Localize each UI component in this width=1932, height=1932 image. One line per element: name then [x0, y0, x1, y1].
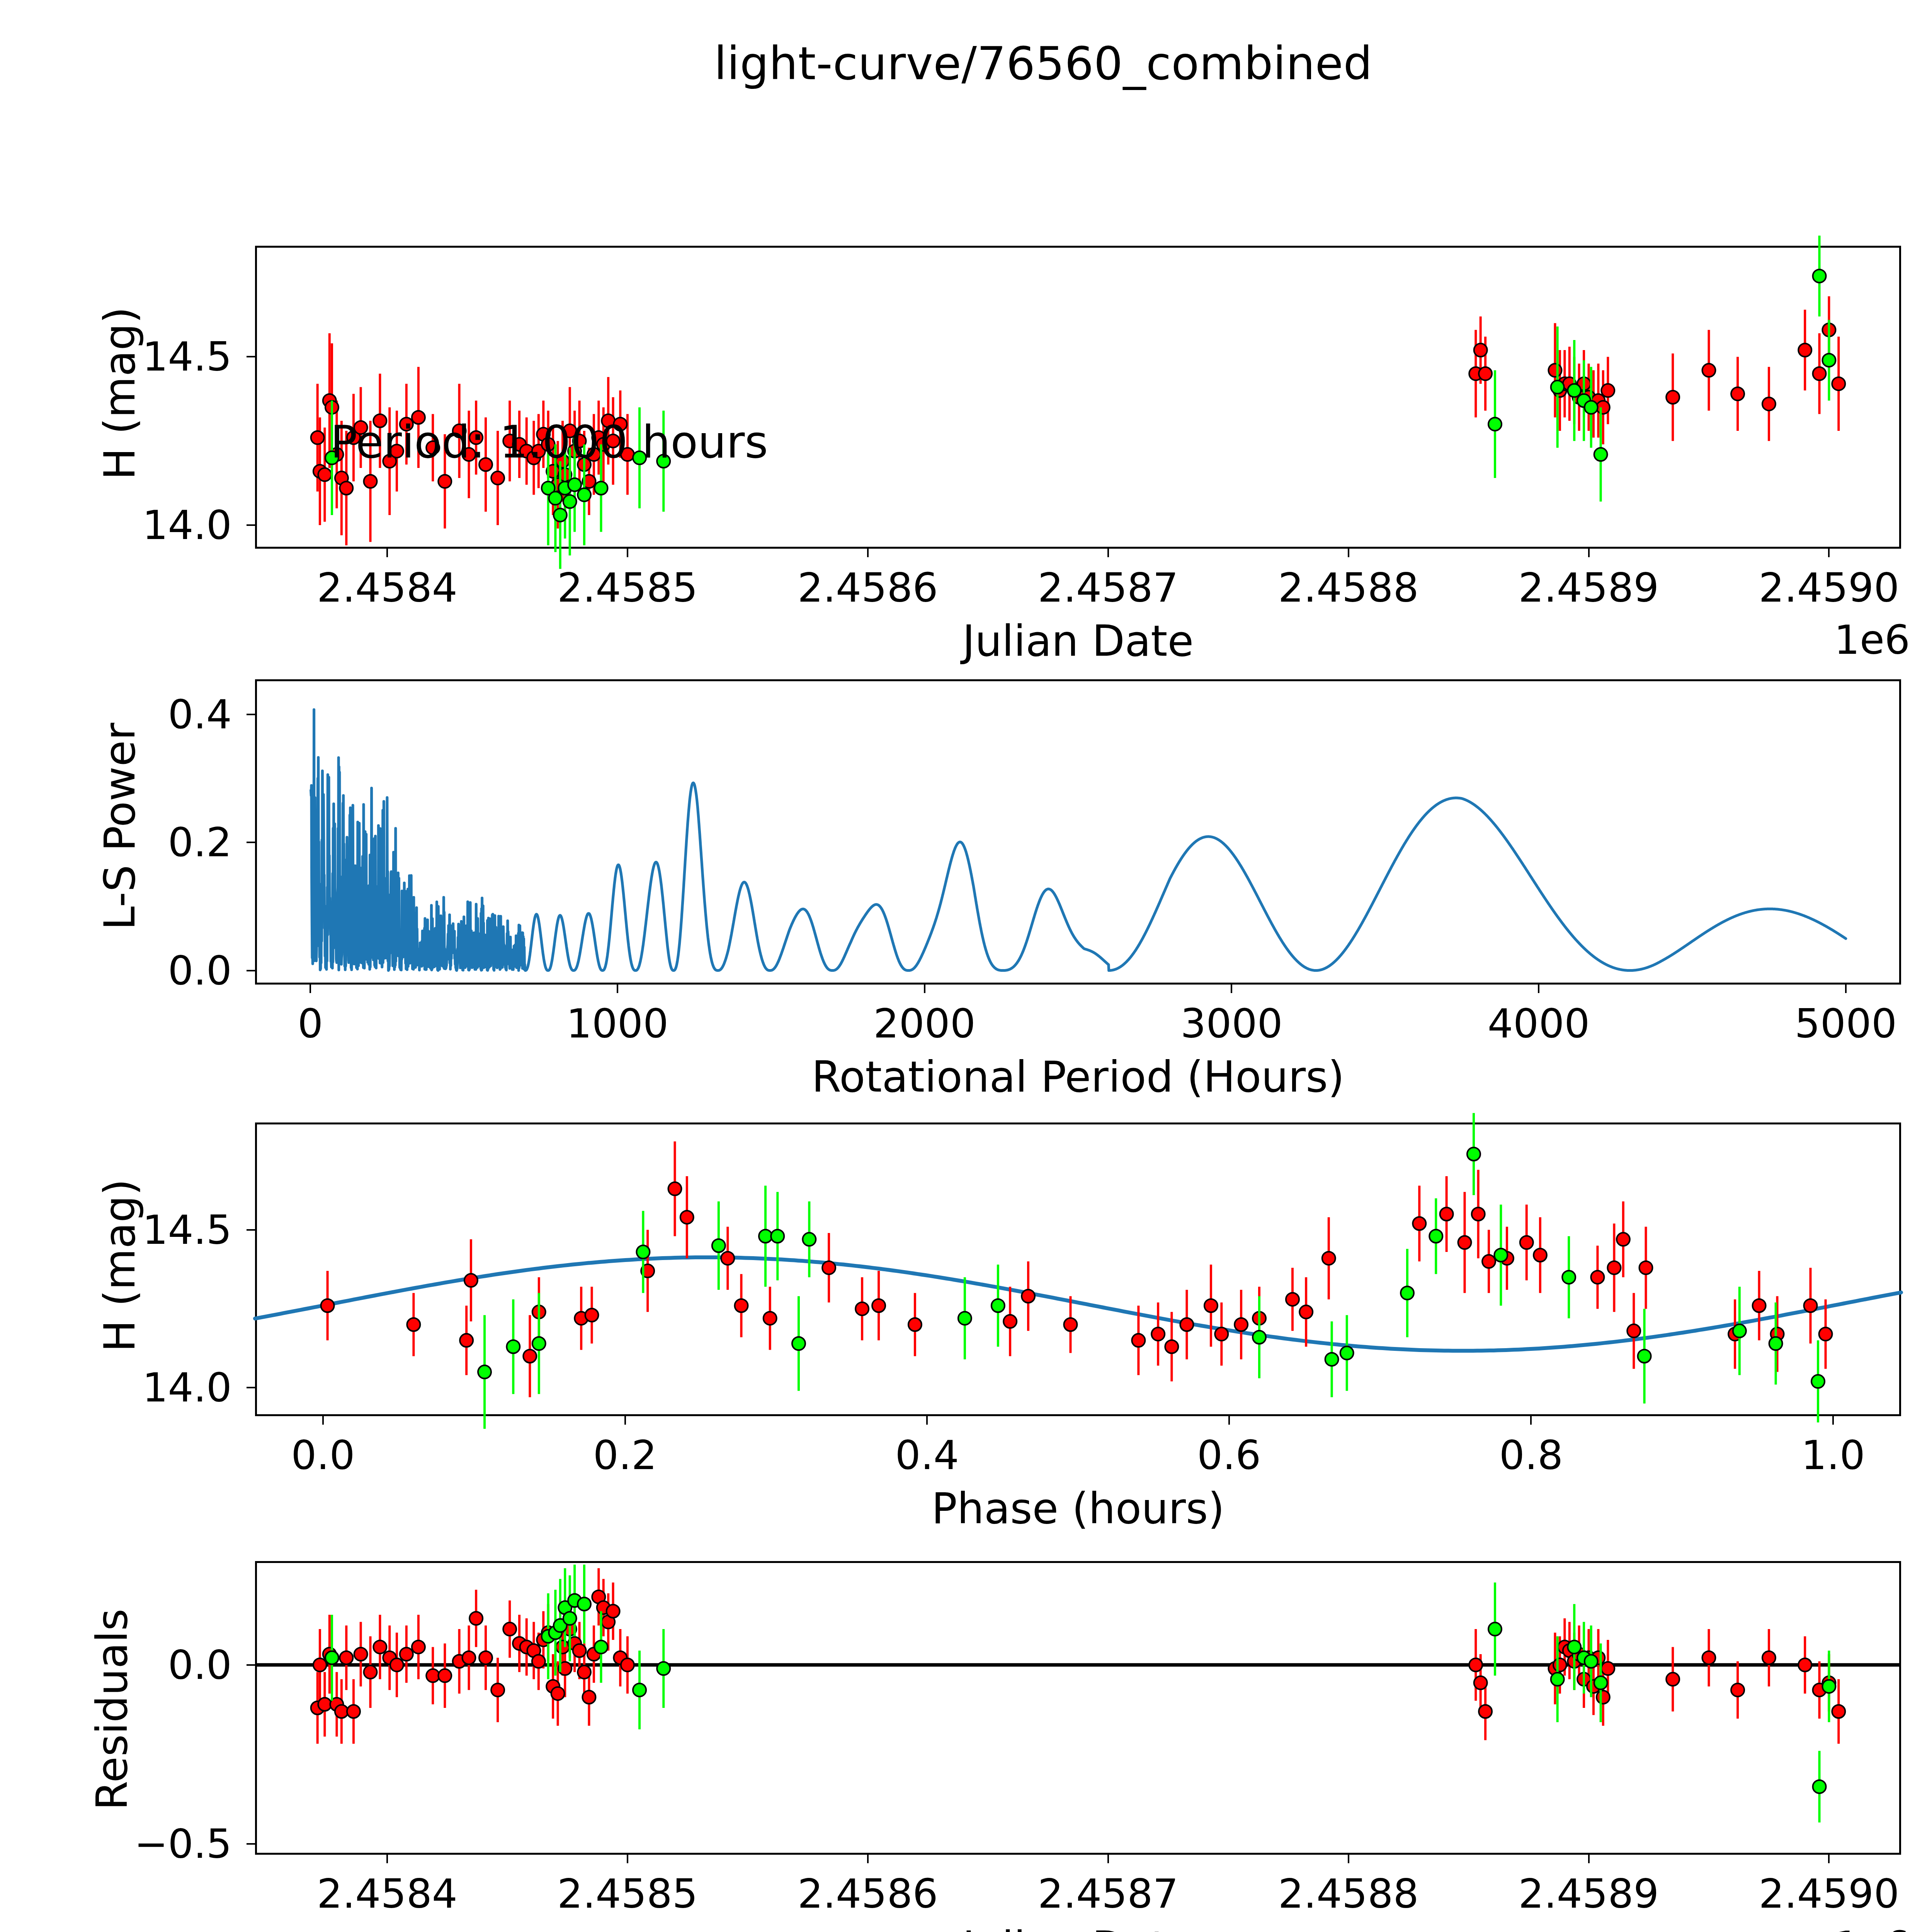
lightcurve-xtick-label-3: 2.4587 [1038, 564, 1179, 611]
phased-xtick-label-5: 1.0 [1801, 1432, 1865, 1479]
lightcurve-xtick-label-6: 2.4590 [1759, 564, 1899, 611]
lightcurve-ytick-0 [247, 524, 255, 526]
periodogram-ytick-label-0: 0.0 [0, 947, 232, 994]
periodogram-xtick-label-5: 5000 [1795, 1000, 1897, 1047]
lightcurve-xtick-6 [1828, 549, 1830, 557]
periodogram-ytick-1 [247, 842, 255, 843]
periodogram-ytick-2 [247, 714, 255, 715]
lightcurve-x-offset-text: 1e6 [1834, 616, 1910, 663]
residuals-x-offset-text: 1e6 [1834, 1922, 1910, 1932]
residuals-xtick-6 [1828, 1855, 1830, 1863]
periodogram-xtick-2 [924, 985, 925, 993]
residuals-ytick-0 [247, 1843, 255, 1845]
lightcurve-xtick-label-1: 2.4585 [557, 564, 698, 611]
periodogram-xtick-4 [1538, 985, 1539, 993]
lightcurve-xtick-5 [1588, 549, 1590, 557]
periodogram-xtick-5 [1845, 985, 1847, 993]
phased-xtick-label-3: 0.6 [1197, 1432, 1261, 1479]
lightcurve-xtick-label-5: 2.4589 [1519, 564, 1659, 611]
phased-yaxis-label: H (mag) [95, 1190, 145, 1352]
periodogram-xtick-label-2: 2000 [873, 1000, 976, 1047]
lightcurve-ytick-1 [247, 356, 255, 357]
residuals-xtick-1 [627, 1855, 628, 1863]
residuals-xtick-label-4: 2.4588 [1278, 1870, 1419, 1917]
lightcurve-xtick-label-2: 2.4586 [798, 564, 938, 611]
lightcurve-xtick-label-4: 2.4588 [1278, 564, 1419, 611]
phased-xtick-label-0: 0.0 [291, 1432, 355, 1479]
phased-xtick-0 [322, 1416, 324, 1425]
residuals-yaxis-label: Residuals [87, 1590, 137, 1829]
periodogram-xtick-0 [310, 985, 311, 993]
periodogram-xtick-3 [1231, 985, 1232, 993]
phased-xaxis-label: Phase (hours) [932, 1484, 1225, 1533]
residuals-xtick-0 [386, 1855, 388, 1863]
axis-decoration-layer: 14.014.52.45842.45852.45862.45872.45882.… [0, 0, 1932, 1932]
residuals-xtick-label-3: 2.4587 [1038, 1870, 1179, 1917]
lightcurve-xtick-label-0: 2.4584 [317, 564, 457, 611]
residuals-xtick-label-0: 2.4584 [317, 1870, 457, 1917]
periodogram-yaxis-label: L-S Power [95, 737, 145, 930]
phased-xtick-3 [1228, 1416, 1230, 1425]
periodogram-xtick-label-0: 0 [298, 1000, 323, 1047]
periodogram-xtick-label-3: 3000 [1180, 1000, 1283, 1047]
lightcurve-ytick-label-0: 14.0 [0, 502, 232, 549]
phased-xtick-1 [624, 1416, 626, 1425]
residuals-xtick-label-5: 2.4589 [1519, 1870, 1659, 1917]
periodogram-xtick-label-4: 4000 [1488, 1000, 1590, 1047]
phased-xtick-label-1: 0.2 [593, 1432, 657, 1479]
residuals-xtick-4 [1348, 1855, 1349, 1863]
residuals-xaxis-label: Julian Date [963, 1922, 1194, 1932]
lightcurve-xtick-2 [867, 549, 869, 557]
phased-xtick-5 [1832, 1416, 1834, 1425]
lightcurve-xaxis-label: Julian Date [963, 616, 1194, 666]
residuals-ytick-1 [247, 1664, 255, 1666]
phased-ytick-1 [247, 1229, 255, 1231]
phased-ytick-0 [247, 1387, 255, 1388]
periodogram-xtick-1 [617, 985, 618, 993]
lightcurve-xtick-1 [627, 549, 628, 557]
phased-xtick-2 [926, 1416, 928, 1425]
residuals-xtick-2 [867, 1855, 869, 1863]
residuals-xtick-label-6: 2.4590 [1759, 1870, 1899, 1917]
residuals-xtick-5 [1588, 1855, 1590, 1863]
figure-canvas: light-curve/76560_combined Period: 1.000… [0, 0, 1932, 1932]
phased-xtick-label-2: 0.4 [895, 1432, 959, 1479]
residuals-xtick-3 [1107, 1855, 1109, 1863]
periodogram-ytick-0 [247, 970, 255, 971]
phased-xtick-4 [1530, 1416, 1532, 1425]
phased-ytick-label-0: 14.0 [0, 1364, 232, 1411]
lightcurve-xtick-0 [386, 549, 388, 557]
periodogram-xtick-label-1: 1000 [566, 1000, 668, 1047]
lightcurve-yaxis-label: H (mag) [95, 318, 145, 480]
periodogram-xaxis-label: Rotational Period (Hours) [811, 1052, 1344, 1102]
lightcurve-xtick-3 [1107, 549, 1109, 557]
residuals-xtick-label-2: 2.4586 [798, 1870, 938, 1917]
residuals-xtick-label-1: 2.4585 [557, 1870, 698, 1917]
lightcurve-xtick-4 [1348, 549, 1349, 557]
phased-xtick-label-4: 0.8 [1499, 1432, 1563, 1479]
